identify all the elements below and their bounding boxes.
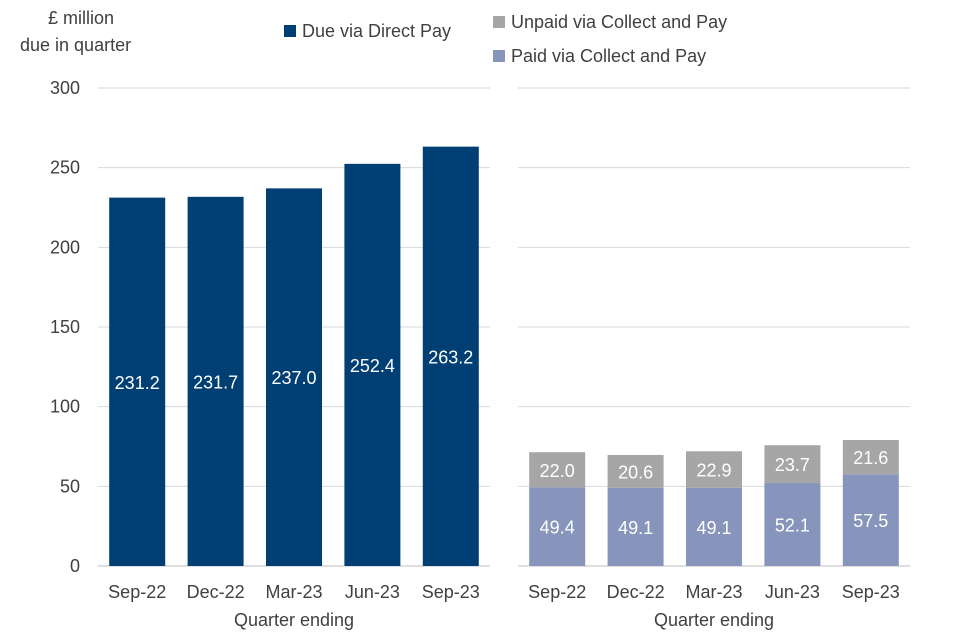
legend-item-paid: Paid via Collect and Pay: [493, 46, 706, 66]
legend: Due via Direct Pay Unpaid via Collect an…: [284, 12, 727, 66]
x-tick-label: Mar-23: [265, 582, 322, 602]
y-tick-label: 150: [50, 317, 80, 337]
bar-unpaid-via-collect-and-pay: [529, 452, 586, 488]
data-label: 237.0: [271, 368, 316, 388]
data-label: 231.7: [193, 372, 238, 392]
data-label: 231.2: [115, 373, 160, 393]
x-tick-label: Jun-23: [765, 582, 820, 602]
bar-unpaid-via-collect-and-pay: [607, 454, 664, 488]
data-label: 263.2: [428, 347, 473, 367]
y-axis-ticks: 0 50 100 150 200 250 300: [50, 78, 80, 576]
bar-paid-via-collect-and-pay: [686, 487, 742, 566]
x-tick-label: Dec-22: [187, 582, 245, 602]
x-tick-label: Sep-22: [108, 582, 166, 602]
legend-item-unpaid: Unpaid via Collect and Pay: [493, 12, 727, 32]
legend-label: Paid via Collect and Pay: [511, 46, 706, 66]
bar-due-via-direct-pay: [109, 197, 166, 566]
x-tick-label: Sep-23: [422, 582, 480, 602]
legend-label: Unpaid via Collect and Pay: [511, 12, 727, 32]
data-label: 22.9: [696, 461, 731, 481]
y-tick-label: 100: [50, 397, 80, 417]
y-tick-label: 250: [50, 158, 80, 178]
y-tick-label: 300: [50, 78, 80, 98]
data-label: 20.6: [618, 462, 653, 482]
x-tick-label: Jun-23: [345, 582, 400, 602]
data-label: 21.6: [853, 448, 888, 468]
bar-paid-via-collect-and-pay: [764, 482, 821, 566]
y-tick-label: 0: [70, 556, 80, 576]
bar-unpaid-via-collect-and-pay: [842, 439, 899, 475]
data-label: 49.1: [696, 518, 731, 538]
data-label: 49.4: [540, 518, 575, 538]
x-tick-label: Mar-23: [685, 582, 742, 602]
bar-unpaid-via-collect-and-pay: [686, 451, 742, 488]
bar-due-via-direct-pay: [422, 146, 479, 566]
bar-paid-via-collect-and-pay: [529, 487, 586, 566]
data-label: 52.1: [775, 515, 810, 535]
bar-unpaid-via-collect-and-pay: [764, 445, 821, 483]
data-label: 22.0: [540, 461, 575, 481]
x-axis-ticks: Sep-22 Dec-22 Mar-23 Jun-23 Sep-23 Sep-22 Dec-…: [108, 582, 900, 602]
bar-due-via-direct-pay: [187, 196, 244, 567]
y-axis-title-line-1: £ million: [48, 8, 114, 28]
y-tick-label: 50: [60, 476, 80, 496]
x-axis-title-right: Quarter ending: [654, 610, 774, 630]
data-label: 23.7: [775, 455, 810, 475]
x-axis-title-left: Quarter ending: [234, 610, 354, 630]
bar-paid-via-collect-and-pay: [607, 487, 664, 566]
legend-label: Due via Direct Pay: [302, 21, 451, 41]
bars: 231.2 231.7 237.0 252.4 263.2 49.4 22.0 49.1 20.…: [109, 146, 899, 567]
data-label: 49.1: [618, 518, 653, 538]
bar-due-via-direct-pay: [344, 163, 401, 567]
legend-swatch: [284, 25, 296, 37]
x-tick-label: Sep-22: [528, 582, 586, 602]
legend-swatch: [493, 50, 505, 62]
x-tick-label: Sep-23: [842, 582, 900, 602]
y-tick-label: 200: [50, 237, 80, 257]
bar-paid-via-collect-and-pay: [842, 474, 899, 566]
y-axis-title-line-2: due in quarter: [20, 35, 131, 55]
legend-item-direct-pay: Due via Direct Pay: [284, 21, 451, 41]
x-tick-label: Dec-22: [607, 582, 665, 602]
bar-due-via-direct-pay: [266, 188, 322, 566]
legend-swatch: [493, 16, 505, 28]
data-label: 252.4: [350, 356, 395, 376]
data-label: 57.5: [853, 511, 888, 531]
